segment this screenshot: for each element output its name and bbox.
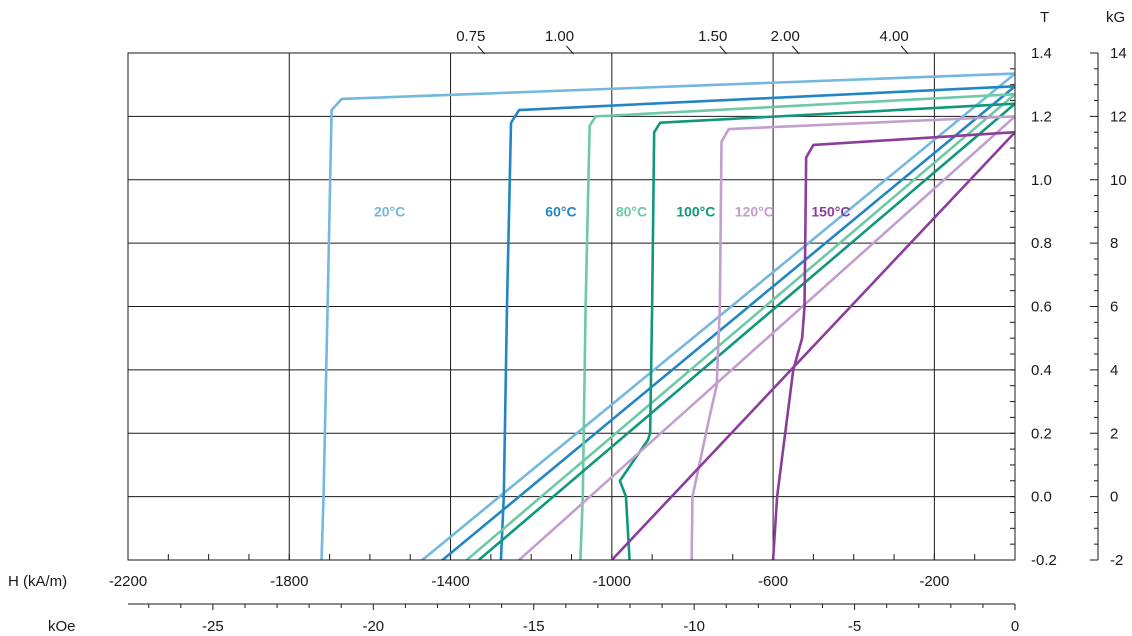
grid: [127, 52, 1016, 561]
curve-150c: [771, 130, 1015, 560]
permeance-label: 2.00: [771, 28, 800, 45]
series-labels: 20°C 60°C 80°C 100°C 120°C 150°C: [374, 203, 851, 219]
x2-axis-title: kOe: [48, 618, 76, 635]
y-tick-label: 0.0: [1031, 489, 1052, 506]
x2-tick-label: -25: [202, 618, 224, 635]
x-tick-label: -2200: [109, 573, 147, 590]
y2-tick-label: 10: [1110, 172, 1127, 189]
y2-tick-label: 12: [1110, 108, 1127, 125]
plot-frame: [127, 52, 1016, 561]
y-tick-label: 0.8: [1031, 235, 1052, 252]
y2-axis-title: kG: [1106, 9, 1125, 26]
y-tick-label: 0.2: [1031, 425, 1052, 442]
x-axis-title: H (kA/m): [8, 573, 67, 590]
load-line-60c: [441, 84, 1015, 560]
y2-tick-label: 6: [1110, 299, 1118, 316]
x-tick-label: -200: [919, 573, 949, 590]
axes: H (kA/m) kOe T kG -2200 -1800 -1400 -1000 -6…: [8, 9, 1127, 635]
x2-tick-label: -20: [362, 618, 384, 635]
permeance-label: 1.50: [698, 28, 727, 45]
y-tick-label: 1.2: [1031, 108, 1052, 125]
curve-100c: [618, 102, 1015, 560]
load-line-150c: [610, 130, 1015, 560]
curve-60c: [499, 84, 1015, 560]
curve-120c: [690, 115, 1015, 560]
series-label-60c: 60°C: [545, 203, 576, 219]
x2-tick-label: -5: [848, 618, 861, 635]
permeance-label: 4.00: [880, 28, 909, 45]
load-line-80c: [465, 92, 1015, 560]
x-tick-label: -600: [758, 573, 788, 590]
x2-tick-label: 0: [1011, 618, 1019, 635]
y2-tick-label: 8: [1110, 235, 1118, 252]
y-tick-label: 0.4: [1031, 362, 1052, 379]
y2-tick-label: 4: [1110, 362, 1118, 379]
y-tick-label: 0.6: [1031, 299, 1052, 316]
y-tick-label: 1.0: [1031, 172, 1052, 189]
load-line-120c: [517, 115, 1015, 560]
y2-tick-label: 14: [1110, 45, 1127, 62]
load-line-100c: [477, 102, 1015, 560]
x2-tick-label: -15: [523, 618, 545, 635]
y-tick-label: -0.2: [1031, 552, 1057, 569]
y2-tick-label: -2: [1110, 552, 1123, 569]
permeance-label: 0.75: [456, 28, 485, 45]
series-label-100c: 100°C: [676, 203, 715, 219]
series-label-120c: 120°C: [735, 203, 774, 219]
series-label-150c: 150°C: [811, 203, 850, 219]
y2-tick-label: 2: [1110, 425, 1118, 442]
series-label-80c: 80°C: [616, 203, 647, 219]
permeance-scale: 0.75 1.00 1.50 2.00 4.00: [456, 28, 909, 55]
y-axis-title: T: [1040, 9, 1049, 26]
series-label-20c: 20°C: [374, 203, 405, 219]
x-tick-label: -1800: [270, 573, 308, 590]
x-tick-label: -1000: [593, 573, 631, 590]
y2-tick-label: 0: [1110, 489, 1118, 506]
y-tick-label: 1.4: [1031, 45, 1052, 62]
curve-series: [320, 72, 1015, 560]
curve-80c: [579, 92, 1015, 560]
curve-20c: [320, 72, 1015, 560]
permeance-label: 1.00: [545, 28, 574, 45]
x2-tick-label: -10: [683, 618, 705, 635]
x-tick-label: -1400: [431, 573, 469, 590]
